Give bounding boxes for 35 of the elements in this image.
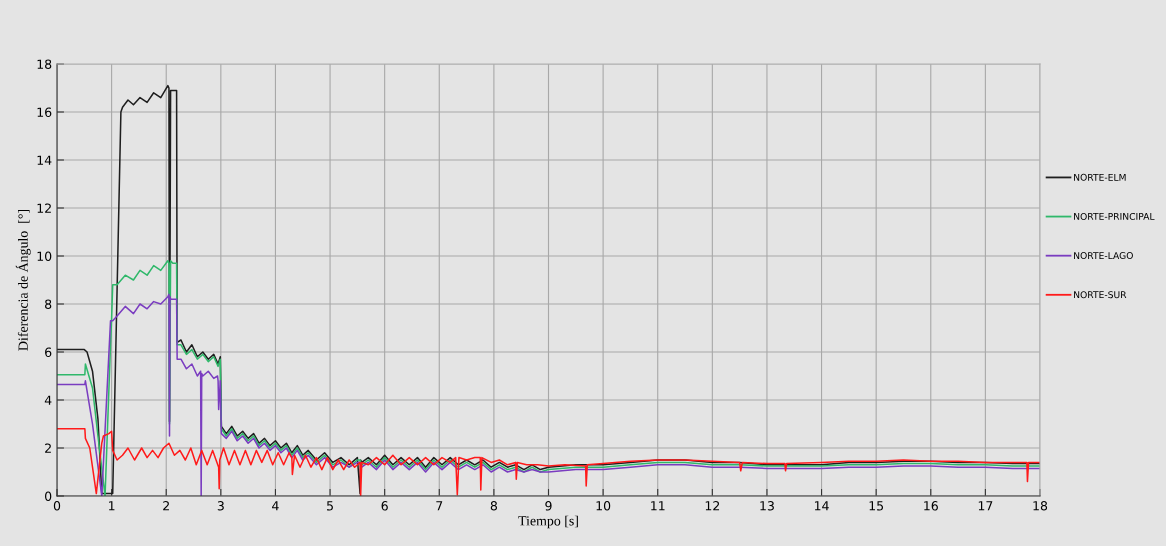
x-tick-label: 5 [327,501,333,511]
y-tick-label: 12 [37,203,51,213]
y-tick-label: 14 [37,155,52,165]
y-tick-label: 18 [37,59,52,69]
x-tick-label: 11 [651,501,665,511]
x-tick-label: 10 [596,501,611,511]
x-tick-label: 18 [1033,501,1048,511]
x-tick-label: 15 [869,501,884,511]
x-tick-label: 0 [53,501,61,511]
x-tick-label: 9 [545,501,552,511]
y-tick-label: 10 [37,251,52,261]
x-tick-label: 17 [978,501,993,511]
x-tick-label: 3 [217,501,224,511]
legend-label: NORTE-ELM [1074,173,1126,181]
legend-label: NORTE-PRINCIPAL [1074,212,1155,220]
y-tick-label: 0 [45,491,52,501]
x-tick-label: 12 [705,501,720,511]
x-axis-title: Tiempo [s] [518,515,578,529]
y-axis-title: Diferencia de Ángulo [°] [15,210,31,351]
x-tick-label: 4 [272,501,279,511]
x-tick-label: 2 [163,501,169,511]
legend-label: NORTE-LAGO [1074,252,1133,260]
y-tick-label: 8 [45,299,52,309]
x-tick-label: 6 [381,501,388,511]
y-tick-label: 6 [45,347,52,357]
y-tick-label: 16 [37,107,52,117]
x-tick-label: 1 [109,501,115,511]
x-tick-label: 14 [814,501,829,511]
x-tick-label: 16 [924,501,938,511]
x-tick-label: 8 [490,501,498,511]
x-tick-label: 7 [436,501,443,511]
y-tick-label: 4 [44,395,52,405]
x-tick-label: 13 [760,501,774,511]
legend-label: NORTE-SUR [1074,291,1127,299]
y-tick-label: 2 [45,443,51,453]
